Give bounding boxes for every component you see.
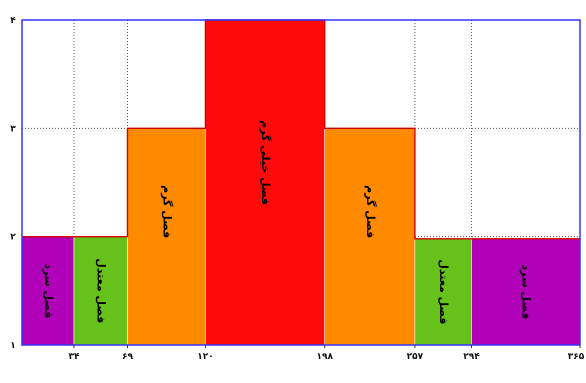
y-tick-label: ۱ — [10, 341, 16, 351]
season-label: فصل خیلی گرم — [259, 120, 272, 205]
x-tick-label: ۳۶۵ — [568, 352, 585, 362]
x-tick-label: ۲۹۴ — [463, 352, 480, 362]
plot-frame — [21, 19, 581, 346]
season-band — [205, 19, 325, 346]
season-label: فصل معتدل — [437, 259, 450, 324]
season-band — [414, 238, 472, 346]
y-axis-ticks: ۱ ۲ ۳ ۴ — [10, 16, 16, 351]
x-tick-label: ۶۹ — [122, 352, 133, 362]
y-tick-label: ۲ — [10, 233, 16, 243]
x-tick-label: ۲۵۷ — [407, 352, 424, 362]
season-label: فصل سرد — [42, 263, 55, 318]
x-tick-label: ۱۲۰ — [197, 352, 213, 362]
season-label: فصل گرم — [160, 185, 173, 238]
x-tick-label: ۱۹۸ — [316, 352, 333, 362]
plot-frame-rect — [21, 19, 581, 346]
season-labels: فصل سرد فصل معتدل فصل گرم فصل خیلی گرم فصل گ… — [42, 120, 533, 324]
y-tick-label: ۳ — [10, 124, 16, 134]
y-tick-label: ۴ — [10, 16, 16, 26]
season-label: فصل سرد — [520, 264, 533, 319]
season-label: فصل معتدل — [95, 258, 108, 323]
x-axis-ticks: ۳۴ ۶۹ ۱۲۰ ۱۹۸ ۲۵۷ ۲۹۴ ۳۶۵ — [68, 345, 585, 362]
season-label: فصل گرم — [364, 185, 377, 238]
season-band — [471, 238, 581, 346]
x-tick-label: ۳۴ — [68, 352, 79, 362]
season-band — [73, 236, 128, 346]
season-band — [324, 128, 416, 346]
season-band — [21, 236, 75, 346]
season-bands — [21, 19, 581, 346]
